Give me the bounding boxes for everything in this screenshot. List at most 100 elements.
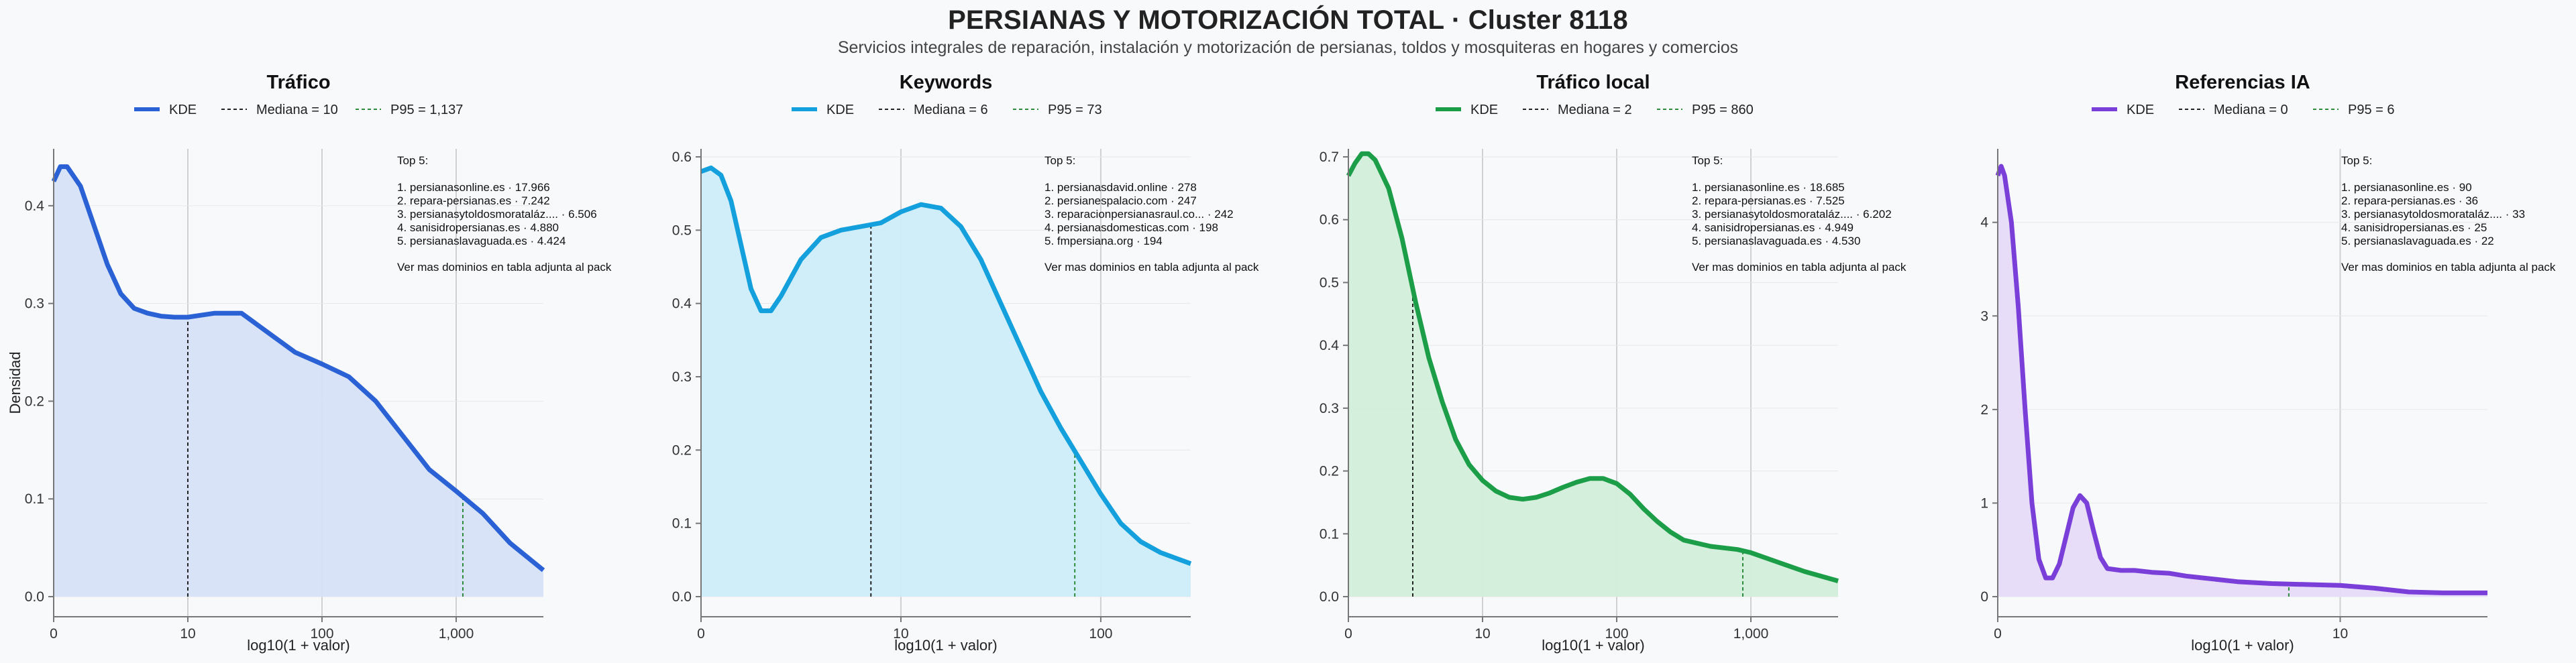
legend-p95-label: P95 = 6: [2348, 103, 2395, 117]
legend-median-label: Mediana = 10: [256, 103, 338, 117]
kde-line: [700, 165, 1192, 566]
top5-item: 1. persianasonline.es · 17.966: [397, 181, 550, 194]
y-tick-label: 0.1: [672, 516, 692, 532]
chart-panel-3: Tráfico local KDE Mediana = 2 P95 = 860 0 10 1…: [1320, 72, 1907, 654]
y-tick-label: 0.4: [1320, 338, 1340, 353]
y-tick-label: 0: [1980, 589, 1988, 605]
page-header: PERSIANAS Y MOTORIZACIÓN TOTAL · Cluster…: [0, 0, 2576, 58]
x-axis-label: log10(1 + valor): [894, 637, 997, 654]
x-tick-label: 100: [1605, 626, 1628, 642]
top5-item: 2. repara-persianas.es · 7.525: [1692, 194, 1845, 207]
y-tick-label: 0.0: [672, 589, 692, 605]
legend-kde-label: KDE: [2127, 103, 2154, 117]
top5-item: 5. persianaslavaguada.es · 4.530: [1692, 235, 1860, 247]
top5-item: 1. persianasonline.es · 18.685: [1692, 181, 1845, 194]
top5-item: 1. persianasdavid.online · 278: [1044, 181, 1197, 194]
x-axis-label: log10(1 + valor): [247, 637, 350, 654]
legend-p95-label: P95 = 1,137: [390, 103, 463, 117]
top5-item: 5. fmpersiana.org · 194: [1044, 235, 1163, 247]
chart-panel-4: Referencias IA KDE Mediana = 0 P95 = 6 0 10 0 1…: [1980, 72, 2556, 654]
top5-item: 1. persianasonline.es · 90: [2341, 181, 2472, 194]
y-tick-label: 0.6: [672, 149, 692, 165]
x-axis-label: log10(1 + valor): [1542, 637, 1644, 654]
y-tick-label: 0.7: [1320, 149, 1339, 165]
top5-footer: Ver mas dominios en tabla adjunta al pac…: [397, 261, 612, 274]
y-tick-label: 0.4: [672, 296, 692, 312]
y-tick-label: 0.2: [672, 442, 692, 458]
legend-median-label: Mediana = 2: [1558, 103, 1632, 117]
y-axis-label: Densidad: [7, 352, 23, 414]
top5-item: 4. sanisidropersianas.es · 4.880: [397, 221, 559, 234]
y-tick-label: 0.1: [1320, 526, 1339, 542]
top5-heading: Top 5:: [397, 154, 428, 167]
legend: KDE Mediana = 2 P95 = 860: [1436, 103, 1754, 117]
y-tick-label: 1: [1980, 495, 1988, 511]
y-tick-label: 0.4: [25, 198, 45, 214]
y-tick-label: 0.2: [1320, 464, 1339, 479]
x-tick-label: 1,000: [1733, 626, 1769, 642]
x-tick-label: 0: [697, 626, 705, 642]
x-tick-label: 0: [50, 626, 58, 642]
y-tick-label: 4: [1980, 215, 1988, 231]
legend-kde-label: KDE: [169, 103, 197, 117]
x-tick-label: 0: [1994, 626, 2002, 642]
top5-item: 5. persianaslavaguada.es · 4.424: [397, 235, 566, 247]
kde-area: [1348, 154, 1838, 597]
x-axis-label: log10(1 + valor): [2191, 637, 2294, 654]
legend: KDE Mediana = 6 P95 = 73: [792, 103, 1102, 117]
page-subtitle: Servicios integrales de reparación, inst…: [837, 38, 1739, 57]
panel-title: Referencias IA: [2175, 72, 2310, 93]
x-tick-label: 10: [1474, 626, 1490, 642]
top5-heading: Top 5:: [2341, 154, 2372, 167]
top5-annotation: Top 5: 1. persianasonline.es · 902. repar…: [2341, 154, 2556, 274]
top5-item: 3. persianasytoldosmorataláz.... · 6.506: [397, 208, 597, 221]
y-tick-label: 0.0: [25, 589, 44, 605]
y-tick-label: 0.0: [1320, 589, 1339, 605]
top5-footer: Ver mas dominios en tabla adjunta al pac…: [1044, 261, 1259, 274]
y-tick-label: 0.3: [1320, 401, 1339, 416]
top5-footer: Ver mas dominios en tabla adjunta al pac…: [1692, 261, 1907, 274]
y-tick-label: 0.5: [1320, 275, 1339, 290]
x-tick-label: 100: [1089, 626, 1112, 642]
legend-p95-label: P95 = 860: [1692, 103, 1754, 117]
top5-item: 3. persianasytoldosmorataláz.... · 33: [2341, 208, 2525, 221]
x-tick-label: 1,000: [439, 626, 474, 642]
x-tick-label: 100: [310, 626, 333, 642]
page-title: PERSIANAS Y MOTORIZACIÓN TOTAL · Cluster…: [948, 5, 1628, 35]
top5-item: 4. sanisidropersianas.es · 25: [2341, 221, 2487, 234]
top5-footer: Ver mas dominios en tabla adjunta al pac…: [2341, 261, 2556, 274]
kde-line: [51, 164, 545, 572]
y-tick-label: 0.5: [672, 223, 692, 238]
legend-p95-label: P95 = 73: [1048, 103, 1102, 117]
top5-item: 4. sanisidropersianas.es · 4.949: [1692, 221, 1854, 234]
y-tick-label: 0.6: [1320, 213, 1339, 228]
legend: KDE Mediana = 10 P95 = 1,137: [134, 103, 463, 117]
legend-median-label: Mediana = 0: [2214, 103, 2288, 117]
top5-item: 2. repara-persianas.es · 7.242: [397, 194, 550, 207]
y-tick-label: 0.3: [672, 369, 692, 385]
y-tick-label: 0.1: [25, 491, 44, 507]
kde-area: [54, 166, 543, 597]
x-tick-label: 10: [2332, 626, 2348, 642]
top5-heading: Top 5:: [1044, 154, 1075, 167]
kde-line: [1346, 151, 1839, 583]
kde-area: [701, 168, 1191, 597]
top5-item: 5. persianaslavaguada.es · 22: [2341, 235, 2494, 247]
y-tick-label: 2: [1980, 402, 1988, 418]
top5-item: 3. reparacionpersianasraul.co... · 242: [1044, 208, 1234, 221]
top5-heading: Top 5:: [1692, 154, 1723, 167]
legend: KDE Mediana = 0 P95 = 6: [2092, 103, 2395, 117]
y-tick-label: 3: [1980, 308, 1988, 324]
x-tick-label: 10: [893, 626, 908, 642]
panel-title: Keywords: [900, 72, 993, 93]
top5-item: 2. repara-persianas.es · 36: [2341, 194, 2478, 207]
panel-title: Tráfico local: [1536, 72, 1650, 93]
kde-line: [1995, 164, 2487, 595]
legend-kde-label: KDE: [826, 103, 854, 117]
y-tick-label: 0.3: [25, 296, 44, 312]
panel-title: Tráfico: [266, 72, 330, 93]
